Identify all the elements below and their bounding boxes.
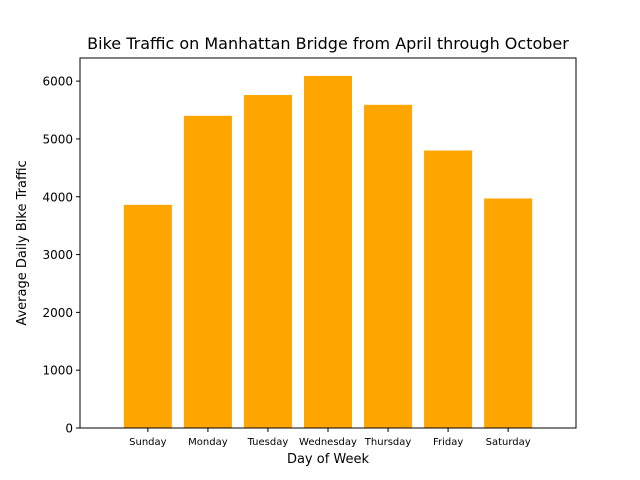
y-tick-label: 4000 (42, 190, 73, 204)
plot-frame (79, 57, 577, 429)
bar-tuesday (243, 95, 292, 428)
y-tick-label: 6000 (42, 75, 73, 89)
bar-thursday (364, 104, 413, 428)
x-tick-label-friday: Friday (433, 437, 463, 448)
y-tick-label: 3000 (42, 248, 73, 262)
bar-monday (183, 115, 232, 428)
x-tick-label-wednesday: Wednesday (299, 437, 357, 448)
x-axis-ticks: Sunday Monday Tuesday Wednesday Thursday Frid… (129, 428, 531, 448)
x-axis-label: Day of Week (287, 452, 370, 467)
y-tick-label: 0 (65, 422, 73, 436)
y-axis-label: Average Daily Bike Traffic (15, 160, 30, 325)
bar-saturday (484, 198, 533, 428)
x-tick-label-sunday: Sunday (129, 437, 166, 448)
y-axis-ticks: 0 1000 2000 3000 4000 5000 6000 (42, 75, 80, 436)
bars-group (123, 75, 533, 428)
bar-friday (424, 150, 473, 428)
y-tick-label: 2000 (42, 306, 73, 320)
x-tick-label-tuesday: Tuesday (247, 437, 289, 448)
y-tick-label: 5000 (42, 132, 73, 146)
y-tick-label: 1000 (42, 364, 73, 378)
x-tick-label-saturday: Saturday (486, 437, 531, 448)
x-tick-label-thursday: Thursday (364, 437, 412, 448)
chart-title: Bike Traffic on Manhattan Bridge from Ap… (87, 34, 569, 53)
bar-sunday (123, 204, 172, 428)
bar-wednesday (303, 75, 353, 428)
x-tick-label-monday: Monday (188, 437, 228, 448)
